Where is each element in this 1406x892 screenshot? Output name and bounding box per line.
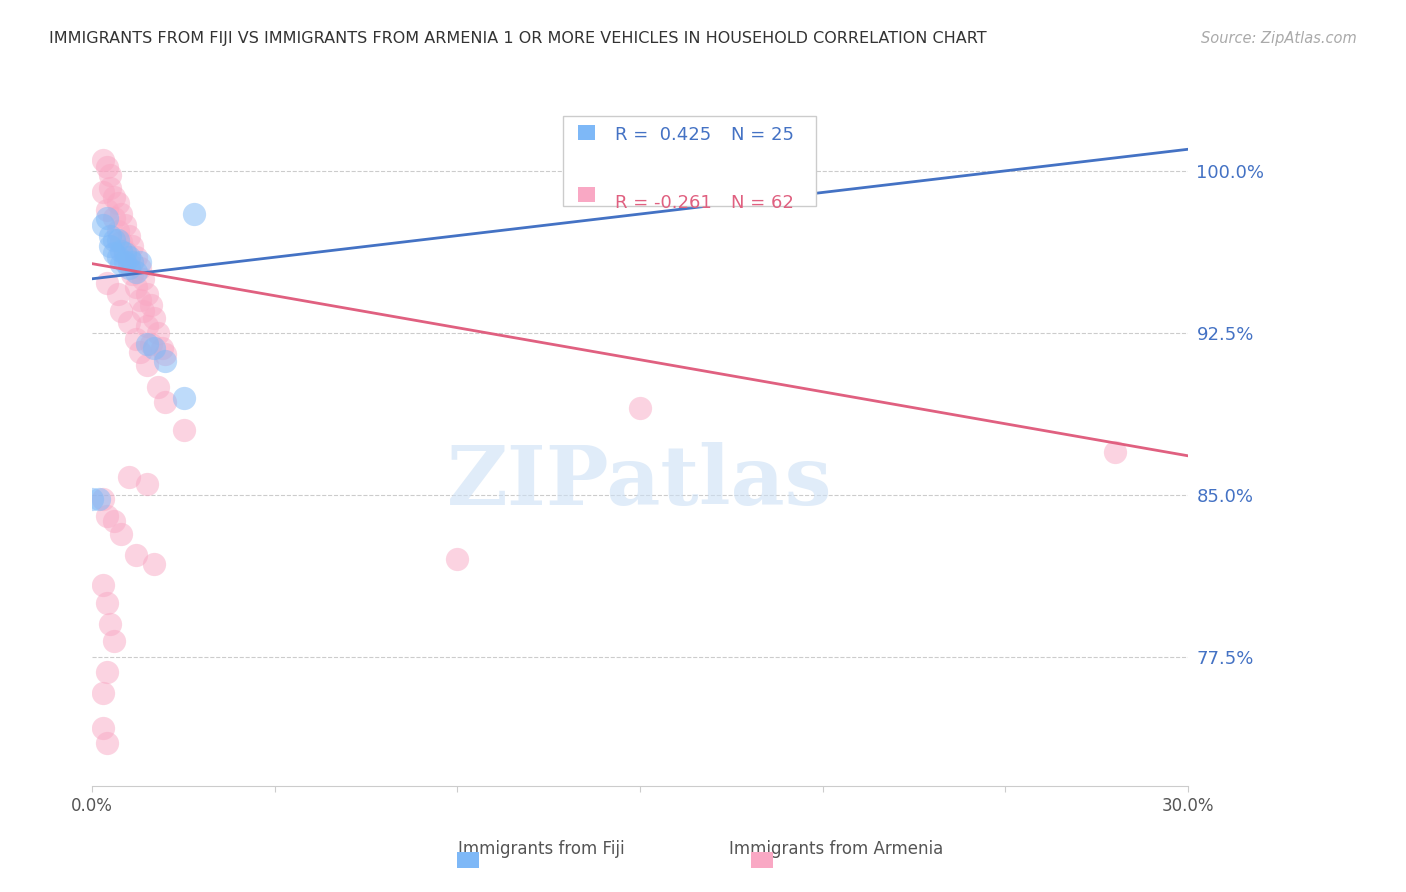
Point (82, 491, 104, 506)
Point (173, 391, 195, 405)
Point (96, 736, 118, 750)
Text: IMMIGRANTS FROM FIJI VS IMMIGRANTS FROM ARMENIA 1 OR MORE VEHICLES IN HOUSEHOLD : IMMIGRANTS FROM FIJI VS IMMIGRANTS FROM … (49, 31, 987, 46)
Point (173, 423, 195, 437)
Text: R =  0.425: R = 0.425 (614, 127, 711, 145)
Point (107, 250, 129, 264)
Point (132, 272, 155, 286)
Point (103, 246, 125, 260)
Point (110, 207, 132, 221)
Point (91, 491, 114, 506)
Point (96, 202, 118, 217)
Point (183, 207, 205, 221)
FancyBboxPatch shape (564, 116, 815, 206)
Point (89, 491, 111, 506)
Point (107, 224, 129, 238)
Text: N = 25: N = 25 (731, 127, 794, 145)
Point (143, 341, 166, 355)
Point (150, 341, 173, 355)
Point (128, 254, 150, 268)
Point (114, 218, 136, 232)
Point (114, 246, 136, 260)
Text: Source: ZipAtlas.com: Source: ZipAtlas.com (1201, 31, 1357, 46)
Point (96, 596, 118, 610)
Text: ZIPatlas: ZIPatlas (447, 442, 832, 522)
Point (143, 310, 166, 325)
Point (91, 721, 114, 735)
Point (155, 354, 177, 368)
Point (110, 244, 132, 258)
Point (128, 260, 150, 275)
Point (139, 336, 162, 351)
Point (125, 280, 148, 294)
Point (132, 304, 155, 318)
Point (118, 250, 141, 264)
Point (139, 298, 162, 312)
FancyBboxPatch shape (578, 125, 595, 140)
Point (110, 235, 132, 249)
Point (128, 345, 150, 359)
Point (96, 509, 118, 524)
Point (96, 665, 118, 679)
Point (136, 319, 159, 334)
Point (110, 304, 132, 318)
Point (91, 186, 114, 200)
Point (125, 548, 148, 562)
Point (100, 181, 122, 195)
Point (96, 160, 118, 174)
Text: Immigrants from Fiji: Immigrants from Fiji (458, 840, 624, 858)
Text: N = 62: N = 62 (731, 194, 794, 212)
Point (107, 233, 129, 247)
Point (110, 526, 132, 541)
Point (103, 211, 125, 226)
Point (121, 254, 143, 268)
Text: R = -0.261: R = -0.261 (614, 194, 711, 212)
Point (146, 326, 169, 340)
Point (96, 276, 118, 290)
Point (100, 239, 122, 253)
Point (136, 358, 159, 372)
Point (121, 268, 143, 282)
Point (136, 336, 159, 351)
Point (1104, 444, 1126, 458)
Point (143, 557, 166, 571)
Point (136, 476, 159, 491)
Point (146, 380, 169, 394)
Point (114, 244, 136, 258)
Point (107, 196, 129, 211)
Point (114, 254, 136, 268)
Point (110, 257, 132, 271)
Point (628, 401, 651, 416)
Point (118, 228, 141, 243)
Point (100, 168, 122, 182)
Point (103, 634, 125, 648)
Point (128, 293, 150, 308)
Point (125, 250, 148, 264)
Point (446, 552, 468, 566)
Point (118, 315, 141, 329)
Point (125, 265, 148, 279)
Point (136, 286, 159, 301)
Point (103, 233, 125, 247)
Point (96, 211, 118, 226)
Point (121, 239, 143, 253)
Point (107, 286, 129, 301)
Point (118, 257, 141, 271)
Point (155, 395, 177, 409)
FancyBboxPatch shape (578, 187, 595, 202)
Point (118, 470, 141, 484)
Point (91, 153, 114, 167)
Point (100, 228, 122, 243)
Text: Immigrants from Armenia: Immigrants from Armenia (730, 840, 943, 858)
Point (91, 578, 114, 592)
Point (91, 686, 114, 700)
Point (125, 332, 148, 346)
Point (155, 347, 177, 361)
Point (103, 514, 125, 528)
Point (103, 190, 125, 204)
Point (100, 617, 122, 632)
Point (91, 218, 114, 232)
Point (118, 260, 141, 275)
